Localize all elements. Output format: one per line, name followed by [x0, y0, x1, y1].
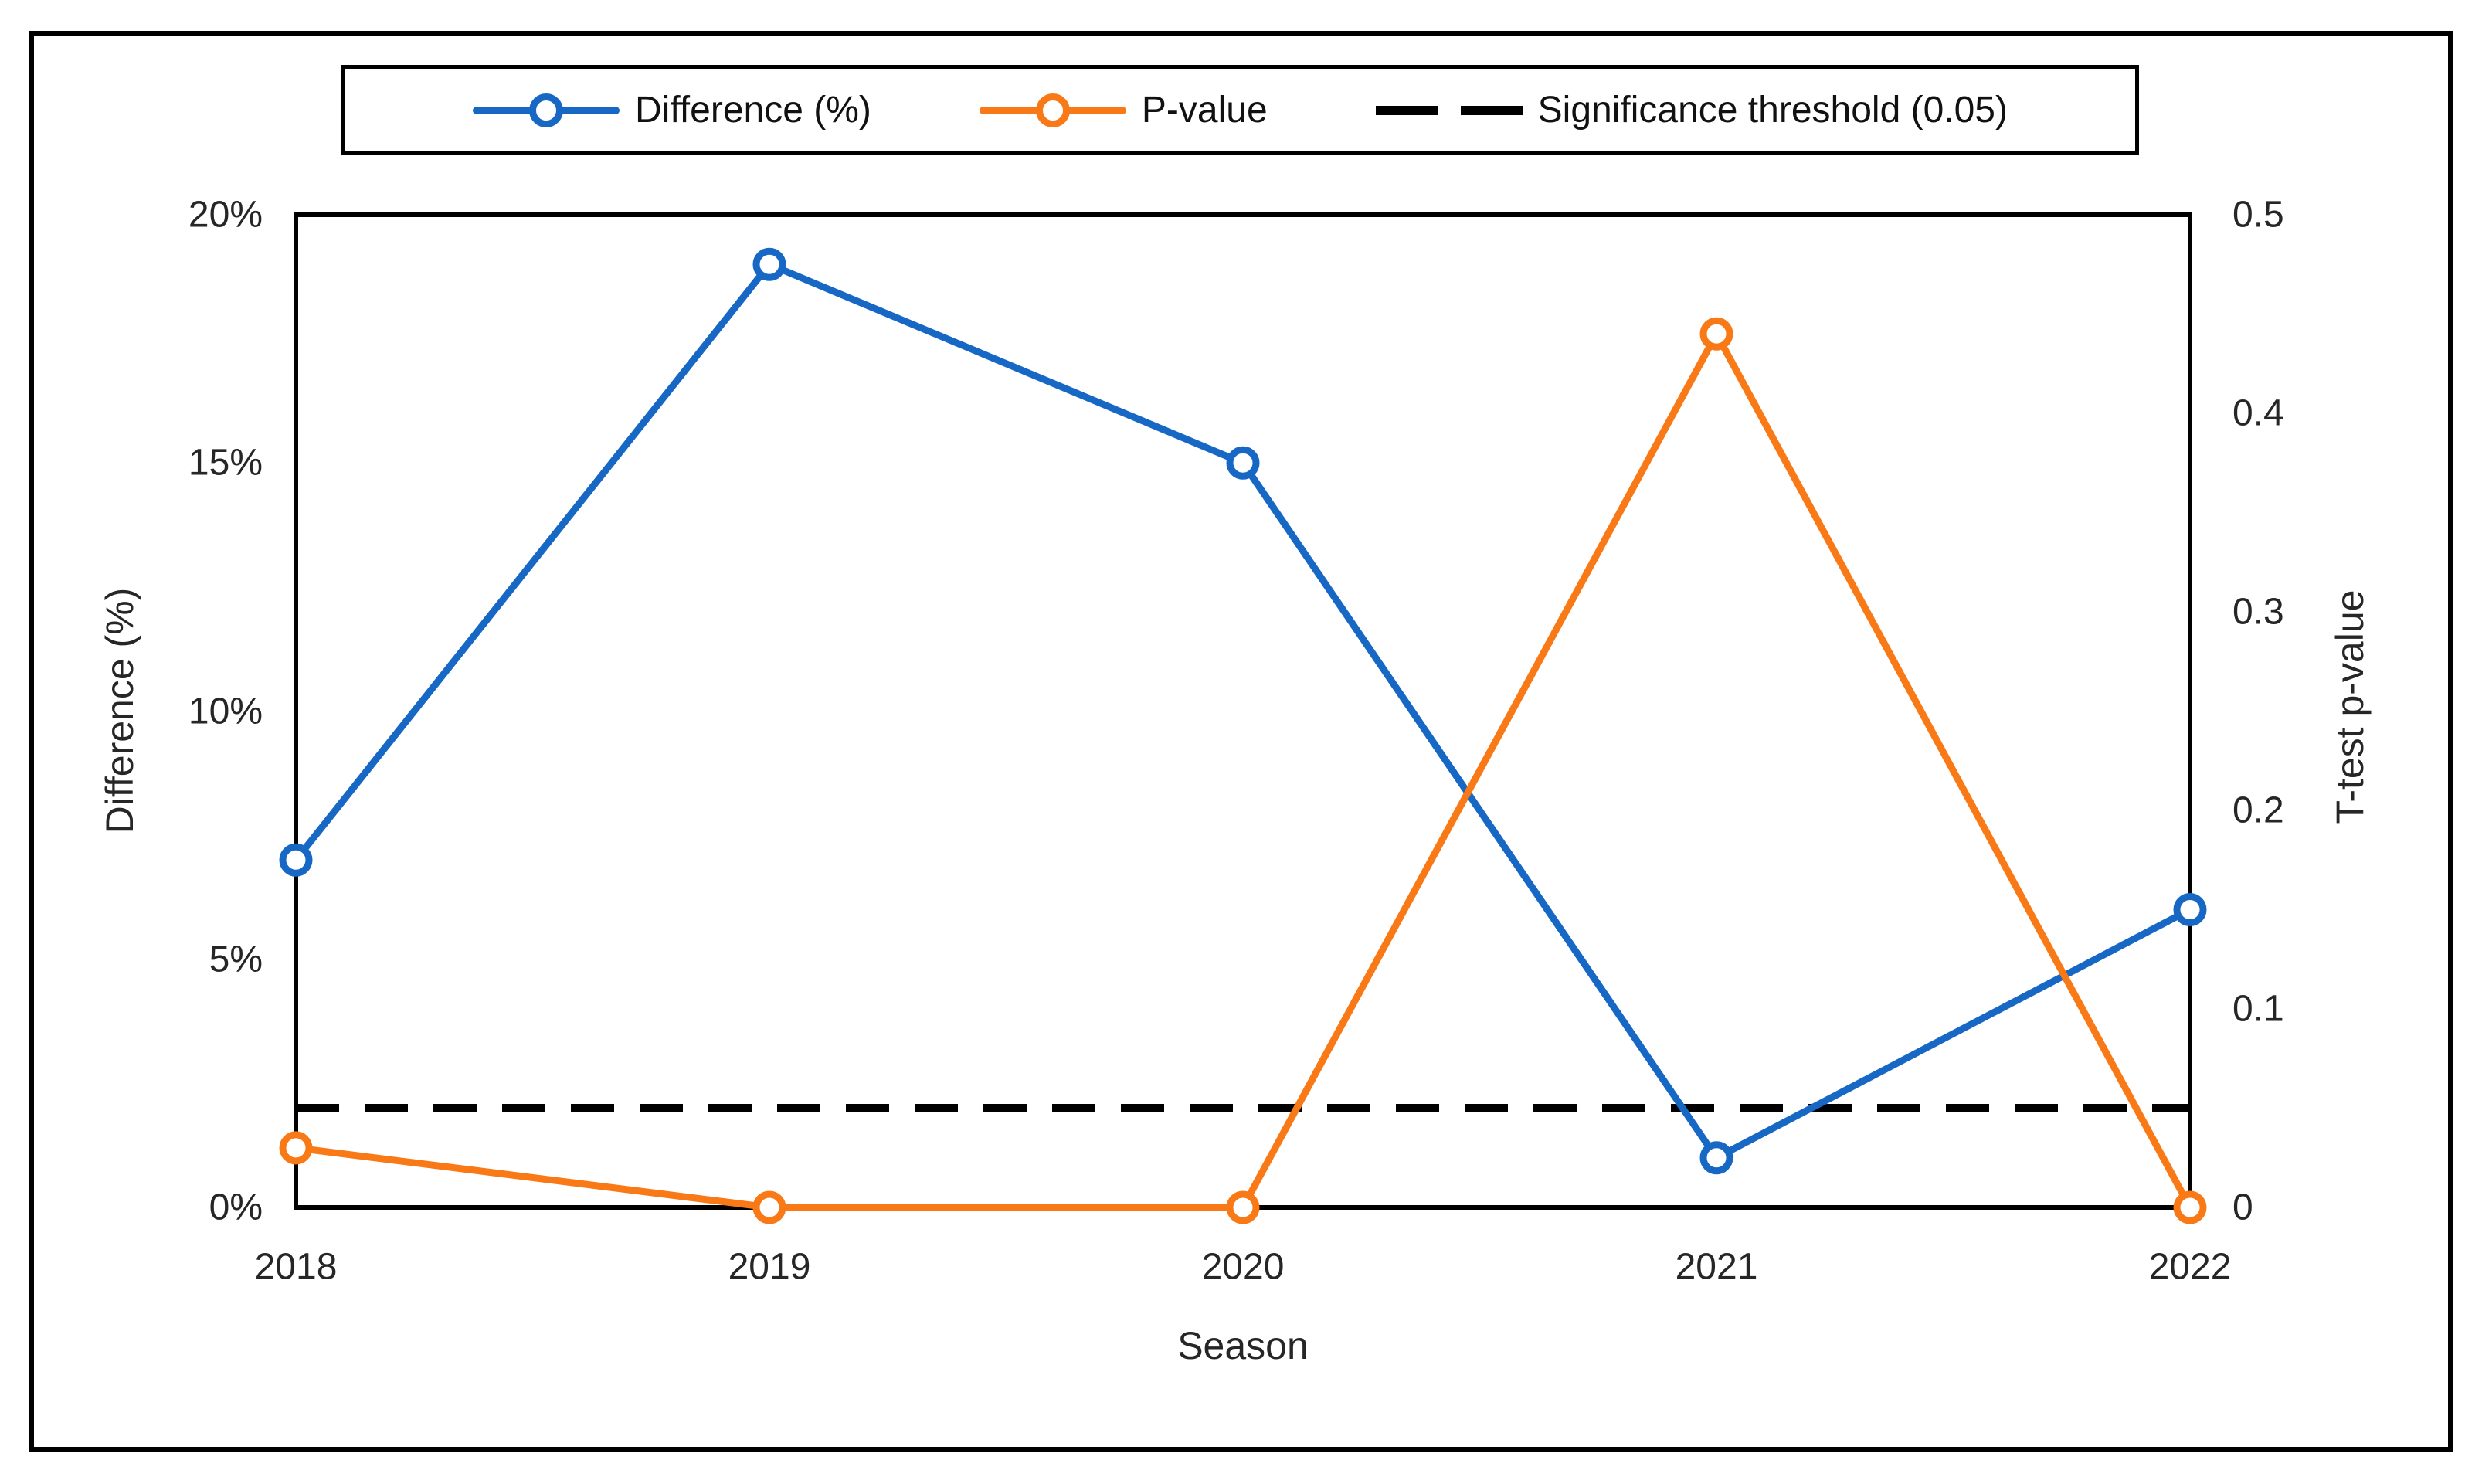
left-axis-tick: 5%: [209, 939, 263, 980]
right-axis-tick: 0.1: [2232, 988, 2284, 1030]
right-axis-tick: 0: [2232, 1187, 2253, 1228]
x-axis-tick: 2019: [728, 1246, 811, 1288]
legend-label-pvalue: P-value: [1141, 90, 1268, 131]
legend-label-difference: Difference (%): [635, 90, 871, 131]
left-axis-tick: 15%: [188, 442, 263, 484]
difference-series-line-icon: [473, 93, 620, 127]
difference-marker-icon: [529, 93, 563, 127]
legend-item-difference: Difference (%): [473, 89, 871, 131]
right-axis-tick: 0.2: [2232, 790, 2284, 831]
data-point-marker: [279, 843, 313, 877]
legend-label-threshold: Significance threshold (0.05): [1537, 90, 2008, 131]
x-axis-tick: 2021: [1675, 1246, 1758, 1288]
data-point-marker: [279, 1131, 313, 1165]
x-axis-tick: 2022: [2148, 1246, 2232, 1288]
legend-item-pvalue: P-value: [979, 89, 1268, 131]
left-axis-title: Difference (%): [98, 587, 141, 834]
series-line-0: [292, 260, 2194, 1162]
left-axis-tick: 0%: [209, 1187, 263, 1228]
data-point-marker: [1699, 1141, 1733, 1175]
x-axis-tick: 2020: [1201, 1246, 1285, 1288]
data-point-marker: [752, 247, 786, 281]
legend-item-threshold: Significance threshold (0.05): [1375, 89, 2008, 131]
legend: Difference (%) P-value Significance thre…: [341, 65, 2139, 155]
data-point-marker: [2173, 893, 2207, 926]
x-axis-tick: 2018: [254, 1246, 338, 1288]
right-axis-tick: 0.4: [2232, 392, 2284, 434]
pvalue-marker-icon: [1035, 93, 1070, 127]
data-point-marker: [752, 1190, 786, 1224]
right-axis-tick: 0.5: [2232, 194, 2284, 236]
data-point-marker: [1226, 1190, 1260, 1224]
data-point-marker: [2173, 1190, 2207, 1224]
dash-segment: [1460, 105, 1523, 115]
left-axis-tick: 20%: [188, 194, 263, 236]
right-axis-title: T-test p-value: [2328, 589, 2372, 824]
pvalue-series-line-icon: [979, 93, 1126, 127]
data-point-marker: [1226, 446, 1260, 480]
dash-segment: [1375, 105, 1438, 115]
dashed-line-icon: [1375, 105, 1523, 115]
left-axis-tick: 10%: [188, 691, 263, 732]
right-axis-tick: 0.3: [2232, 591, 2284, 633]
x-axis-title: Season: [1177, 1324, 1309, 1367]
data-point-marker: [1699, 317, 1733, 351]
